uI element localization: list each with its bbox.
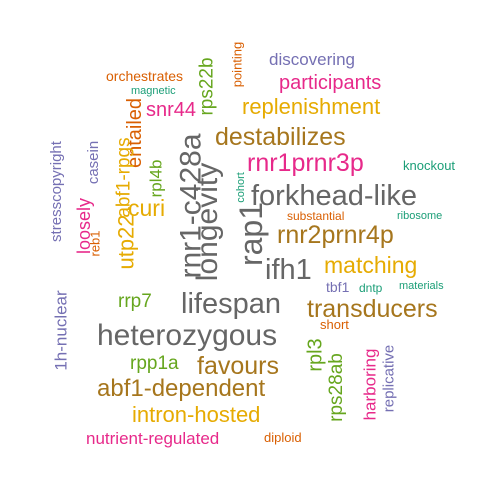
word-rpl3: rpl3 bbox=[304, 338, 327, 372]
word-lifespan: lifespan bbox=[181, 288, 281, 320]
word-abf1-dependent: abf1-dependent bbox=[97, 375, 266, 402]
word-rps28ab: rps28ab bbox=[325, 353, 347, 422]
word-longevity: longevity bbox=[191, 162, 225, 282]
word-diploid: diploid bbox=[264, 430, 302, 445]
word-replenishment: replenishment bbox=[242, 94, 381, 119]
word-replicative: replicative bbox=[380, 344, 398, 413]
word-snr44: snr44 bbox=[146, 99, 197, 121]
word-materials: materials bbox=[399, 280, 444, 292]
word-forkhead-like: forkhead-like bbox=[251, 180, 418, 212]
word-curi: curi bbox=[128, 195, 166, 221]
word-rnr1prnr3p: rnr1prnr3p bbox=[247, 149, 364, 177]
word-discovering: discovering bbox=[269, 50, 355, 69]
word-tbf1: tbf1 bbox=[326, 279, 350, 295]
word-short: short bbox=[320, 317, 349, 332]
word-rpp1a: rpp1a bbox=[130, 353, 179, 374]
word-rap1: rap1 bbox=[233, 201, 270, 267]
word-matching: matching bbox=[324, 252, 418, 278]
word-orchestrates: orchestrates bbox=[106, 68, 184, 84]
word-harboring: harboring bbox=[360, 348, 380, 421]
word-knockout: knockout bbox=[403, 158, 456, 173]
word-transducers: transducers bbox=[307, 295, 438, 323]
word-1h-nuclear: 1h-nuclear bbox=[51, 290, 71, 371]
word-favours: favours bbox=[197, 352, 279, 380]
word-rrp7: rrp7 bbox=[118, 291, 152, 312]
word-magnetic: magnetic bbox=[131, 85, 176, 97]
word-substantial: substantial bbox=[287, 209, 345, 223]
word-pointing: pointing bbox=[229, 41, 245, 88]
word-nutrient-regulated: nutrient-regulated bbox=[86, 429, 220, 448]
word-reb1: reb1 bbox=[87, 230, 103, 257]
word-heterozygous: heterozygous bbox=[97, 319, 278, 352]
word-rnr2prnr4p: rnr2prnr4p bbox=[277, 221, 394, 249]
word-rps22b: rps22b bbox=[196, 57, 218, 116]
word-intron-hosted: intron-hosted bbox=[132, 402, 261, 427]
word-casein: casein bbox=[85, 140, 103, 185]
word-ribosome: ribosome bbox=[397, 210, 443, 222]
word-ifh1: ifh1 bbox=[265, 254, 312, 286]
word-stresscopyright: stresscopyright bbox=[47, 141, 65, 242]
word-destabilizes: destabilizes bbox=[215, 123, 346, 151]
word-utp22: utp22 bbox=[113, 214, 139, 270]
word-participants: participants bbox=[279, 72, 382, 94]
word-cohort: cohort bbox=[234, 172, 247, 203]
word-dntp: dntp bbox=[359, 281, 383, 295]
word-rpl4b: rpl4b bbox=[146, 159, 166, 198]
